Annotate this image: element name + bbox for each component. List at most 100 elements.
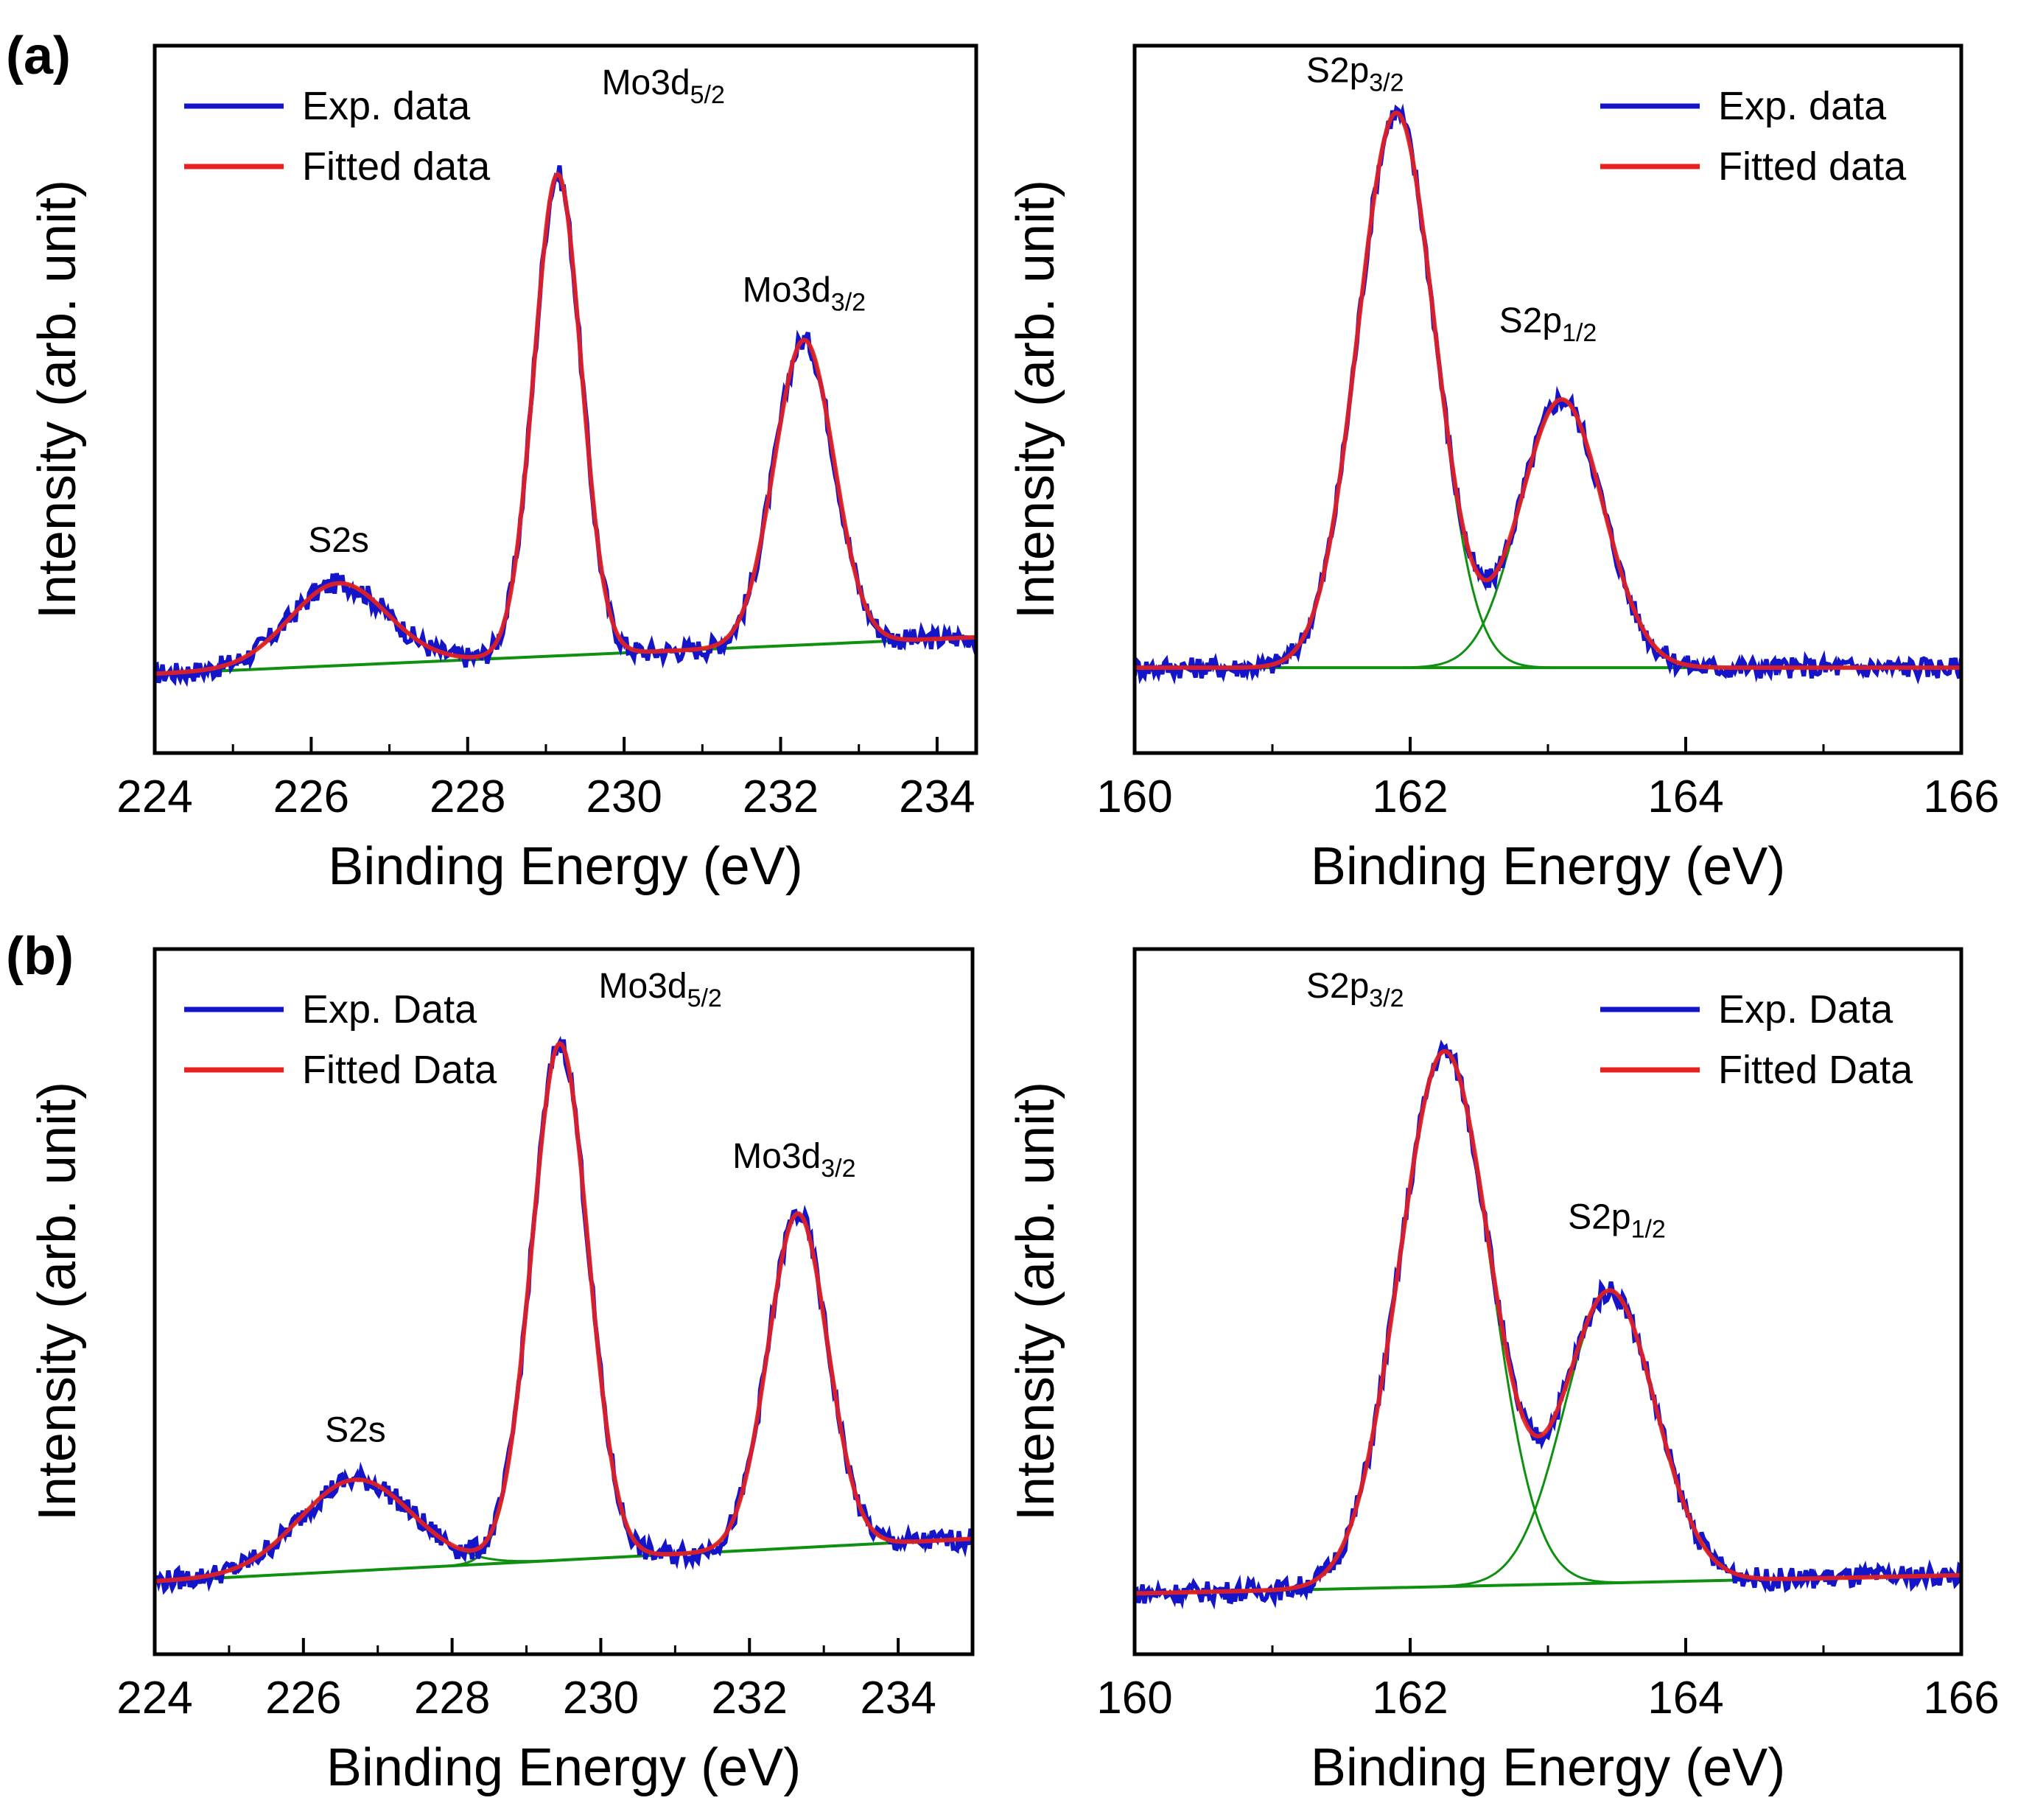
legend-fitted-label: Fitted Data: [1718, 1048, 1913, 1092]
panel-label-b: (b): [6, 927, 74, 986]
peak-annotation: S2p1/2: [1499, 301, 1597, 347]
annotation-subscript: 1/2: [1631, 1216, 1666, 1244]
series-exp-data: [1135, 103, 1961, 685]
annotation-main: S2p: [1499, 301, 1562, 340]
component-peak-1: [1135, 1050, 1961, 1595]
chart-b-s2p: 160 162 164 166 Binding Energy (eV) Intensity…: [1006, 947, 2000, 1797]
x-tick-label: 160: [1096, 771, 1172, 822]
x-tick-label: 228: [414, 1673, 490, 1723]
series-fitted-data: [155, 1040, 973, 1583]
x-axis: 160 162 164 166: [1096, 1638, 2000, 1723]
y-axis-title: Intensity (arb. unit): [1006, 180, 1065, 619]
plot-area: [1135, 103, 1961, 685]
peak-annotation: S2s: [308, 521, 369, 560]
annotation-subscript: 3/2: [831, 289, 866, 317]
component-peak-2: [155, 172, 976, 675]
plot-frame: [153, 947, 975, 1656]
annotation-subscript: 1/2: [1562, 319, 1597, 347]
x-tick-label: 234: [899, 771, 975, 822]
x-axis-title: Binding Energy (eV): [326, 1738, 801, 1797]
annotation-main: Mo3d: [602, 63, 690, 102]
annotation-subscript: 3/2: [1369, 984, 1404, 1012]
component-peak-3: [155, 338, 976, 675]
plot-area: [155, 165, 976, 687]
annotation-main: S2s: [308, 521, 369, 560]
series-exp-data: [1135, 1039, 1961, 1610]
legend: Exp. Data Fitted Data: [184, 987, 497, 1092]
legend-fitted-label: Fitted Data: [302, 1048, 497, 1092]
component-peak-1: [1135, 111, 1961, 669]
legend: Exp. Data Fitted Data: [1600, 987, 1913, 1092]
component-peak-1: [155, 1478, 973, 1583]
series-exp-data: [155, 1035, 973, 1595]
component-peak-2: [1135, 1289, 1961, 1595]
component-peak-3: [155, 1212, 973, 1583]
x-tick-label: 228: [430, 771, 505, 822]
annotation-main: Mo3d: [732, 1137, 821, 1176]
legend-exp-label: Exp. data: [302, 84, 471, 128]
peak-annotation: Mo3d3/2: [743, 271, 866, 317]
series-exp-data: [155, 165, 976, 687]
peak-annotation: S2p3/2: [1306, 967, 1404, 1012]
annotation-main: Mo3d: [743, 271, 831, 310]
peak-annotation: Mo3d5/2: [599, 967, 722, 1012]
legend-fitted-label: Fitted data: [302, 144, 491, 189]
annotation-subscript: 5/2: [687, 984, 722, 1012]
panel-label-a: (a): [6, 27, 71, 85]
x-tick-label: 226: [273, 771, 349, 822]
y-axis-title: Intensity (arb. unit): [1006, 1082, 1065, 1521]
series-fitted-data: [1135, 1049, 1961, 1596]
x-tick-label: 160: [1096, 1673, 1172, 1723]
annotation-subscript: 3/2: [1369, 69, 1404, 97]
legend-exp-label: Exp. Data: [302, 987, 477, 1032]
plot-frame: [153, 43, 978, 755]
y-axis-title: Intensity (arb. unit): [28, 1082, 87, 1521]
x-axis: 224 226 228 230 232 234: [116, 1638, 936, 1723]
x-tick-label: 162: [1372, 771, 1448, 822]
x-axis: 224 226 228 230 232 234: [116, 737, 975, 822]
x-tick-label: 230: [586, 771, 662, 822]
x-tick-label: 224: [116, 1673, 192, 1723]
component-peak-2: [155, 1042, 973, 1583]
peak-annotation: S2p1/2: [1568, 1198, 1666, 1244]
x-axis-title: Binding Energy (eV): [1311, 837, 1785, 896]
annotation-main: S2p: [1306, 967, 1369, 1006]
x-tick-label: 224: [116, 771, 192, 822]
plot-area: [155, 1035, 973, 1595]
legend-exp-label: Exp. Data: [1718, 987, 1893, 1032]
legend: Exp. data Fitted data: [1600, 84, 1907, 189]
x-tick-label: 166: [1923, 1673, 1999, 1723]
annotation-main: S2p: [1306, 52, 1369, 91]
chart-a-mo3d: 224 226 228 230 232 234 Binding Energy (eV) Int…: [28, 43, 978, 896]
x-axis-title: Binding Energy (eV): [328, 837, 802, 896]
series-fitted-data: [155, 171, 976, 676]
x-tick-label: 162: [1372, 1673, 1448, 1723]
peak-annotation: Mo3d3/2: [732, 1137, 855, 1183]
x-axis-title: Binding Energy (eV): [1311, 1738, 1785, 1797]
y-axis-title: Intensity (arb. unit): [28, 180, 87, 619]
annotation-main: S2p: [1568, 1198, 1630, 1237]
peak-annotation: S2s: [325, 1410, 386, 1449]
x-tick-label: 230: [563, 1673, 639, 1723]
x-tick-label: 164: [1647, 1673, 1723, 1723]
x-tick-label: 232: [712, 1673, 788, 1723]
annotation-main: S2s: [325, 1410, 386, 1449]
series-fitted-data: [1135, 110, 1961, 671]
component-peak-2: [1135, 398, 1961, 669]
x-tick-label: 234: [860, 1673, 936, 1723]
annotation-subscript: 3/2: [821, 1155, 855, 1183]
x-tick-label: 226: [265, 1673, 341, 1723]
x-tick-label: 164: [1647, 771, 1723, 822]
chart-b-mo3d: 224 226 228 230 232 234 Binding Energy (eV) Int…: [28, 947, 975, 1797]
peak-annotation: S2p3/2: [1306, 52, 1404, 97]
peak-annotation: Mo3d5/2: [602, 63, 725, 109]
x-tick-label: 232: [743, 771, 819, 822]
legend: Exp. data Fitted data: [184, 84, 491, 189]
annotation-subscript: 5/2: [690, 81, 725, 109]
annotation-main: Mo3d: [599, 967, 687, 1006]
plot-area: [1135, 1039, 1961, 1610]
legend-fitted-label: Fitted data: [1718, 144, 1907, 189]
x-axis: 160 162 164 166: [1096, 737, 2000, 822]
x-tick-label: 166: [1923, 771, 1999, 822]
